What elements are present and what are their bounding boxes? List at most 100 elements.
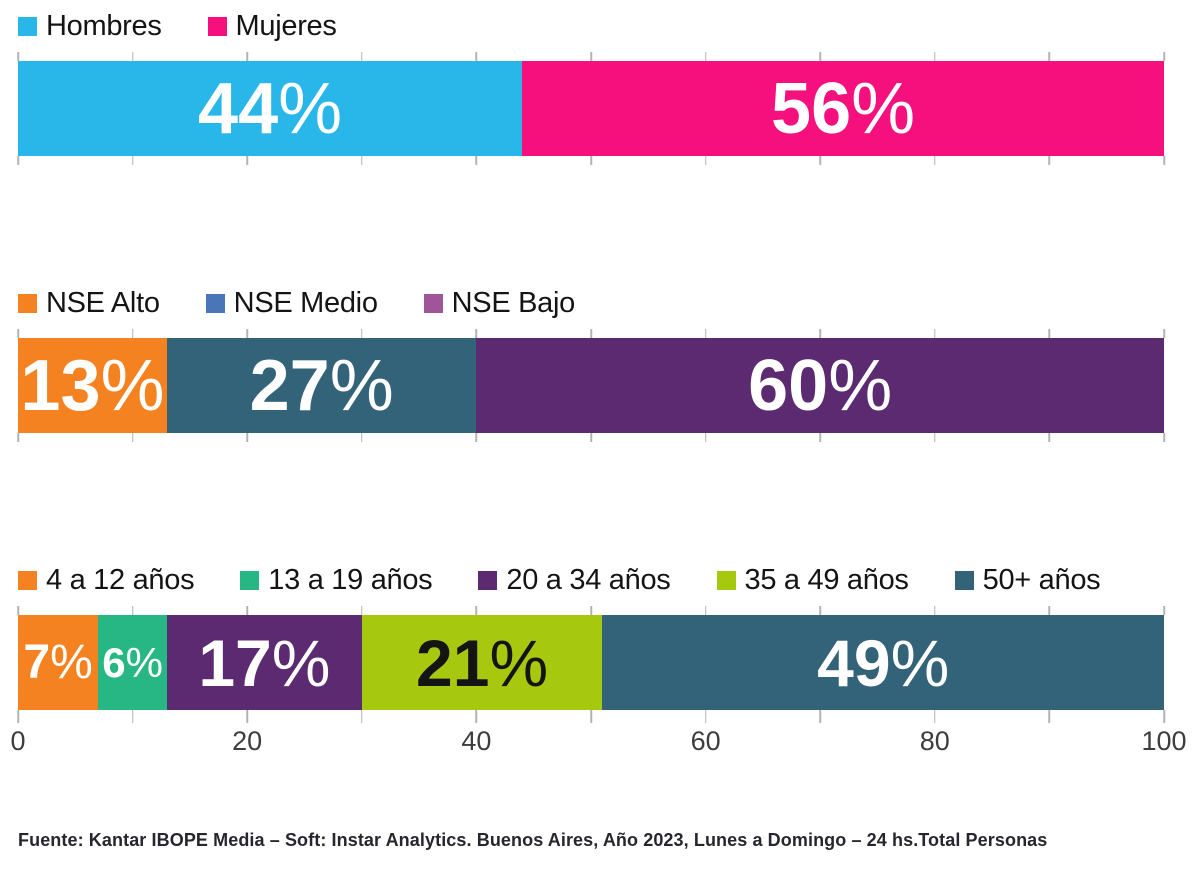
axis-tick — [819, 329, 821, 338]
chart-gender: Hombres Mujeres 44% 56% — [17, 8, 1165, 165]
axis-tick — [475, 329, 478, 338]
segment-value-label: 60% — [748, 345, 893, 426]
chart-age: 4 a 12 años 13 a 19 años 20 a 34 años 35 a … — [10, 562, 1186, 766]
segment-value-label: 7% — [23, 635, 93, 689]
axis-tick — [17, 329, 19, 338]
source-footnote: Fuente: Kantar IBOPE Media – Soft: Insta… — [18, 830, 1048, 850]
axis-tick — [590, 52, 592, 61]
axis-tick — [704, 606, 707, 615]
axis-tick — [819, 606, 821, 615]
bar-segment: 56% — [522, 61, 1164, 156]
legend-swatch-icon — [18, 16, 37, 36]
legend-swatch-icon — [423, 293, 443, 313]
axis-tick — [246, 433, 248, 442]
legend-item-nse-1: NSE Medio — [205, 286, 378, 320]
gridline-ticks-top — [17, 329, 1165, 338]
legend-swatch-icon — [205, 293, 225, 313]
legend-label: 4 a 12 años — [46, 563, 195, 596]
legend-item-nse-0: NSE Alto — [18, 287, 160, 320]
axis-tick — [590, 606, 592, 615]
legend-label: Hombres — [46, 9, 162, 42]
chart-nse: NSE Alto NSE Medio NSE Bajo 13% 27% 60% — [17, 285, 1165, 442]
axis-tick — [704, 710, 707, 723]
axis-tick — [1163, 329, 1165, 338]
legend-item-age-3: 35 a 49 años — [716, 564, 909, 597]
axis-tick — [131, 433, 134, 442]
segment-value-label: 21% — [416, 625, 549, 700]
axis-tick — [590, 156, 592, 165]
axis-tick — [1048, 156, 1051, 165]
axis-tick — [131, 710, 134, 723]
axis-tick — [819, 433, 821, 442]
stacked-bar: 13% 27% 60% — [18, 338, 1164, 433]
axis-tick — [475, 433, 478, 442]
axis-tick — [131, 52, 134, 61]
axis-tick — [1048, 329, 1051, 338]
axis-tick — [246, 710, 248, 723]
axis-tick — [361, 606, 363, 615]
x-axis-labels: 0 20 40 60 80 100 — [10, 726, 1186, 766]
bar-segment: 60% — [476, 338, 1164, 433]
legend: NSE Alto NSE Medio NSE Bajo — [18, 285, 1164, 321]
axis-tick — [131, 329, 134, 338]
legend-swatch-icon — [207, 16, 227, 36]
axis-tick — [17, 710, 19, 723]
legend-item-gender-0: Hombres — [18, 10, 162, 43]
axis-tick — [475, 156, 478, 165]
gridline-ticks-bottom — [17, 156, 1165, 165]
axis-tick — [704, 52, 707, 61]
charts-root: Hombres Mujeres 44% 56% NSE Alto NSE Medio N… — [10, 8, 1186, 766]
stacked-bar: 44% 56% — [18, 61, 1164, 156]
axis-tick — [475, 606, 478, 615]
axis-tick — [1163, 433, 1165, 442]
bar-segment: 27% — [166, 338, 477, 433]
bar-segment: 6% — [98, 615, 167, 710]
legend-label: 20 a 34 años — [506, 563, 671, 596]
segment-value-label: 27% — [249, 345, 394, 426]
bar-segment: 17% — [166, 615, 362, 710]
axis-tick — [131, 156, 134, 165]
x-axis-tick-label: 60 — [690, 726, 721, 756]
axis-tick — [475, 52, 478, 61]
axis-tick — [590, 329, 592, 338]
axis-tick — [17, 433, 19, 442]
page: Hombres Mujeres 44% 56% NSE Alto NSE Medio N… — [10, 8, 1186, 851]
axis-tick — [934, 329, 936, 338]
axis-tick — [934, 710, 936, 723]
legend-item-age-1: 13 a 19 años — [240, 564, 433, 597]
axis-tick — [934, 433, 936, 442]
axis-tick — [819, 52, 821, 61]
gridline-ticks-bottom — [17, 710, 1165, 723]
legend-swatch-icon — [954, 570, 974, 590]
axis-tick — [934, 52, 936, 61]
axis-tick — [1163, 52, 1165, 61]
axis-tick — [1163, 156, 1165, 165]
axis-tick — [819, 710, 821, 723]
x-axis-tick-label: 40 — [461, 726, 492, 756]
axis-tick — [17, 606, 19, 615]
axis-tick — [1163, 606, 1165, 615]
legend-label: NSE Medio — [233, 286, 378, 319]
gridline-ticks-bottom — [17, 433, 1165, 442]
gridline-ticks-top — [17, 606, 1165, 615]
axis-tick — [934, 606, 936, 615]
bar-segment: 13% — [18, 338, 167, 433]
axis-tick — [819, 156, 821, 165]
axis-tick — [475, 710, 478, 723]
gridline-ticks-top — [17, 52, 1165, 61]
segment-value-label: 49% — [817, 625, 950, 700]
axis-tick — [246, 156, 248, 165]
axis-tick — [1048, 606, 1051, 615]
axis-tick — [246, 52, 248, 61]
segment-value-label: 6% — [102, 638, 163, 686]
legend: Hombres Mujeres — [18, 8, 1164, 44]
x-axis-tick-label: 0 — [10, 726, 26, 756]
axis-tick — [246, 329, 248, 338]
axis-tick — [704, 329, 707, 338]
axis-tick — [361, 710, 363, 723]
legend-label: 50+ años — [982, 563, 1101, 596]
legend-label: NSE Bajo — [451, 286, 576, 319]
legend: 4 a 12 años 13 a 19 años 20 a 34 años 35 a … — [18, 562, 1164, 598]
legend-swatch-icon — [478, 570, 498, 590]
legend-swatch-icon — [716, 570, 736, 590]
